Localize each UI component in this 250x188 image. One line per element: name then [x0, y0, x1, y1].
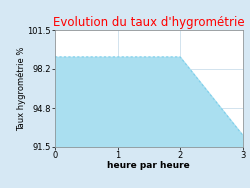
X-axis label: heure par heure: heure par heure	[108, 161, 190, 170]
Title: Evolution du taux d'hygrométrie: Evolution du taux d'hygrométrie	[53, 16, 244, 29]
Y-axis label: Taux hygrométrie %: Taux hygrométrie %	[16, 46, 26, 130]
